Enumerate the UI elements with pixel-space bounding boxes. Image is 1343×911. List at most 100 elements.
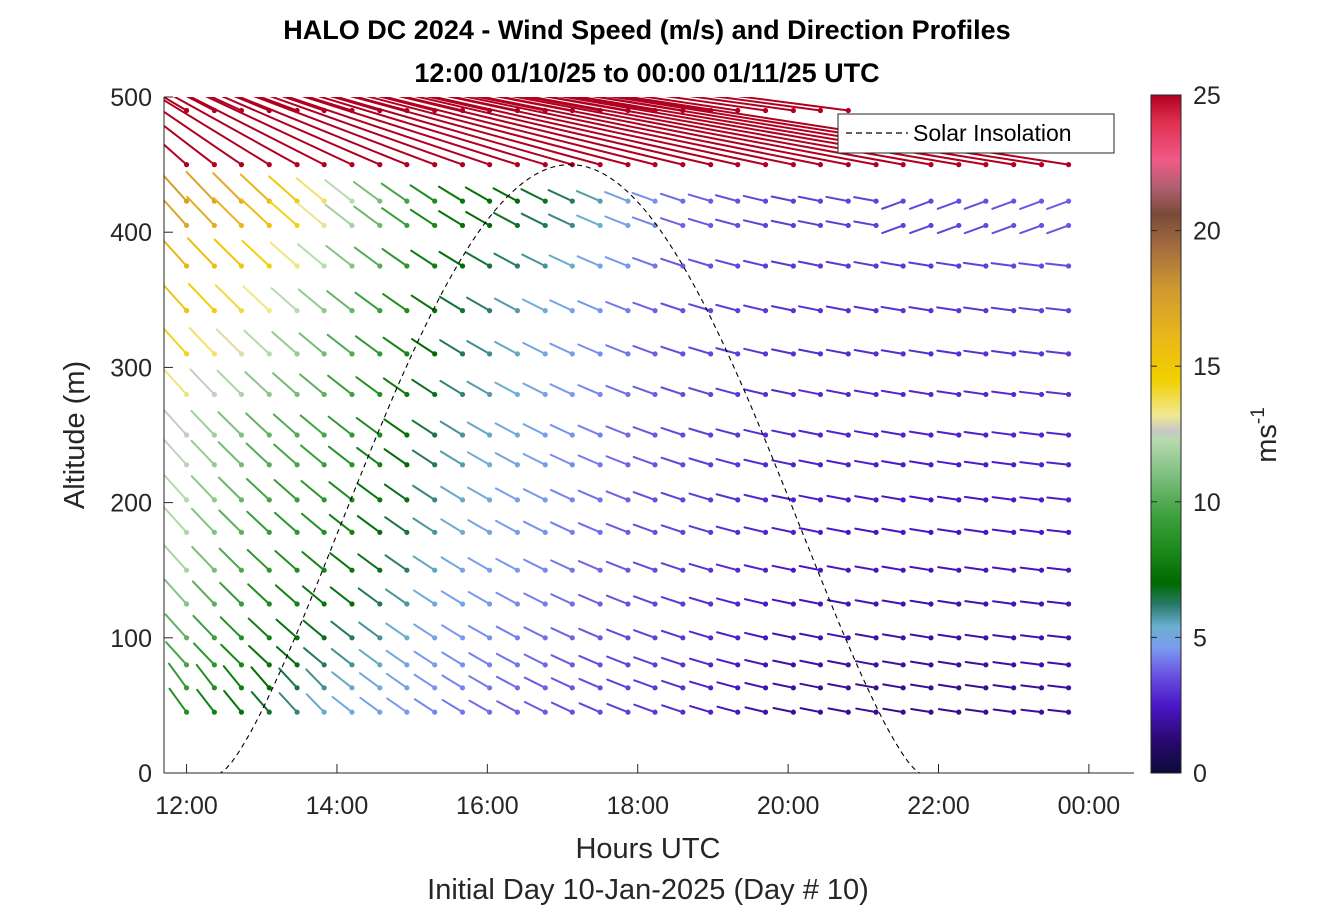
wind-barb (632, 301, 657, 312)
wind-barb (936, 430, 960, 436)
wind-barb (605, 425, 629, 436)
wind-barb-head (514, 462, 521, 468)
wind-barb (936, 349, 960, 355)
wind-barb-head (597, 462, 603, 468)
wind-barb-head (486, 263, 493, 269)
wind-barb-head (956, 351, 962, 357)
wind-barb (410, 249, 436, 267)
wind-barb-head (211, 685, 217, 691)
wind-barb (411, 378, 436, 396)
y-tick-label: 500 (110, 84, 152, 112)
wind-barb (882, 683, 905, 689)
wind-barb (412, 517, 436, 534)
wind-barb (187, 282, 216, 312)
wind-barb-head (680, 222, 686, 229)
wind-barb-head (956, 432, 962, 438)
wind-barb-head (1065, 391, 1072, 398)
wind-barb-head (735, 662, 741, 668)
wind-barb (493, 252, 519, 267)
wind-barb (1018, 350, 1043, 355)
wind-barb-head (817, 497, 824, 503)
wind-barb-head (983, 529, 989, 535)
wind-barb (510, 97, 878, 166)
y-tick-label: 0 (138, 760, 152, 788)
wind-barb-head (1011, 685, 1017, 691)
wind-barb-head (294, 162, 300, 168)
wind-barb-head (569, 432, 575, 438)
wind-barb (964, 600, 987, 605)
wind-barb (908, 349, 932, 355)
wind-barb (991, 566, 1015, 572)
colorbar-tick-label: 25 (1193, 82, 1221, 110)
wind-barb (299, 414, 326, 436)
wind-barb-head (735, 222, 741, 229)
wind-barb (410, 294, 436, 312)
wind-barb-head (459, 662, 466, 668)
wind-barb (1046, 528, 1070, 534)
y-axis-ticks: 0 100 200 300 400 500 (110, 84, 173, 788)
wind-barb-head (349, 162, 355, 168)
wind-barb (772, 706, 795, 714)
x-axis-sublabel: Initial Day 10-Jan-2025 (Day # 10) (427, 874, 869, 906)
wind-barb (521, 253, 547, 267)
wind-barb (523, 653, 547, 666)
wind-barb (495, 652, 519, 666)
wind-barb (327, 415, 353, 436)
wind-barb-head (817, 635, 824, 641)
wind-barb-head (900, 462, 906, 468)
wind-barb-head (432, 351, 438, 357)
wind-barb (826, 494, 850, 501)
wind-barb-head (735, 462, 741, 468)
wind-barb-head (845, 162, 851, 168)
wind-barb-head (569, 263, 575, 269)
wind-barb-head (514, 308, 521, 314)
wind-barb-head (928, 391, 934, 398)
wind-barb (963, 430, 987, 436)
wind-barb-head (652, 601, 658, 607)
wind-barb (494, 340, 519, 355)
wind-barb (714, 194, 739, 203)
wind-barb-head (1011, 198, 1017, 204)
wind-barb-head (790, 432, 796, 438)
wind-barb (688, 492, 712, 501)
wind-barb-head (459, 635, 466, 641)
wind-barb (409, 208, 436, 227)
wind-barb (855, 683, 878, 689)
wind-barb-head (294, 198, 300, 204)
wind-barb-head (569, 198, 575, 204)
wind-barb (466, 340, 491, 355)
wind-barb (493, 297, 519, 312)
wind-barb (164, 99, 271, 166)
wind-barb (964, 708, 987, 714)
wind-barb (963, 390, 987, 396)
wind-barb (412, 484, 436, 501)
wind-barb-head (459, 263, 466, 269)
wind-barb-head (956, 709, 962, 715)
wind-barb-head (1011, 601, 1017, 607)
wind-barb (962, 261, 987, 267)
wind-barb-head (404, 263, 410, 269)
wind-barb (549, 299, 574, 312)
wind-barb-head (983, 432, 989, 438)
wind-barb-head (1065, 529, 1072, 535)
wind-barb-head (900, 391, 906, 398)
wind-barb (164, 367, 188, 396)
wind-barb-head (680, 432, 686, 438)
wind-barb-head (625, 198, 631, 204)
wind-barb (991, 528, 1015, 534)
wind-barb (771, 459, 795, 466)
x-tick-label: 14:00 (306, 792, 369, 820)
wind-barb (881, 633, 905, 639)
wind-barb (937, 708, 960, 714)
wind-barb (467, 519, 491, 534)
wind-barb-head (569, 308, 575, 314)
wind-barb (881, 200, 905, 210)
x-axis-ticks: 12:00 14:00 16:00 18:00 20:00 22:00 00:00 (155, 764, 1120, 820)
wind-barb-head (956, 462, 962, 468)
wind-barb (275, 618, 299, 639)
wind-barb-head (652, 351, 658, 357)
wind-barb-head (762, 308, 769, 314)
wind-barb (495, 625, 519, 639)
wind-barb-head (349, 567, 355, 573)
wind-barb (798, 389, 822, 396)
